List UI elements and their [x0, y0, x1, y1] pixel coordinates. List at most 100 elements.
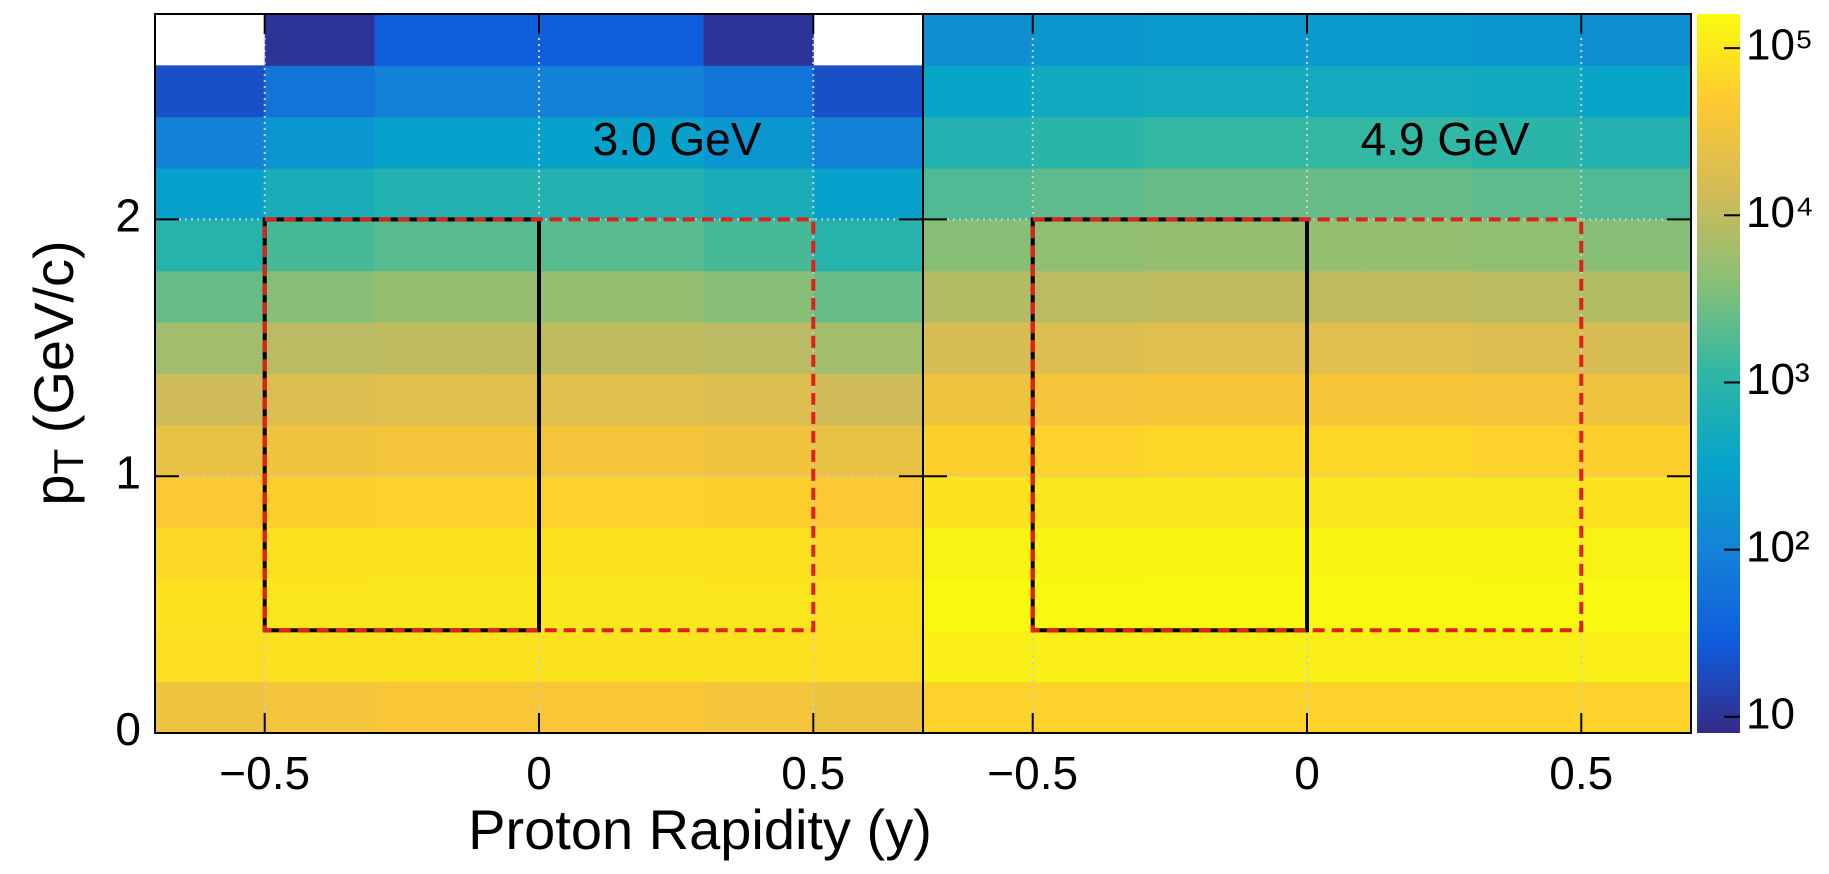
heatmap-cell [155, 270, 266, 323]
heatmap-cell [703, 527, 814, 580]
heatmap-cell [923, 219, 1034, 272]
heatmap-cell [813, 476, 924, 529]
heatmap-cell [813, 219, 924, 272]
heatmap-cell [374, 373, 485, 426]
heatmap-cell [1581, 219, 1692, 272]
heatmap-cell [484, 116, 595, 169]
heatmap-cell [593, 681, 705, 734]
heatmap-cell [1032, 322, 1143, 374]
heatmap-cell [264, 270, 375, 323]
heatmap-cell [593, 65, 705, 118]
heatmap-cell [1361, 14, 1473, 66]
heatmap-cell [155, 578, 266, 631]
heatmap-cell [1142, 14, 1253, 66]
heatmap-cell [264, 424, 375, 477]
heatmap-cell [1471, 476, 1582, 529]
heatmap-cell [703, 373, 814, 426]
heatmap-cell [264, 116, 375, 169]
heatmap-cell [1471, 65, 1582, 118]
heatmap-cell [1361, 527, 1473, 580]
x-tick-label: 0.5 [781, 747, 845, 799]
colorbar-tick-label: 10² [1746, 522, 1810, 571]
x-tick-label: 0 [526, 747, 552, 799]
heatmap-cell [374, 630, 485, 683]
heatmap-cell [1032, 373, 1143, 426]
heatmap-cell [593, 578, 705, 631]
heatmap-cell [813, 65, 924, 118]
colorbar-tick-label: 10³ [1746, 355, 1810, 404]
colorbar-tick-label: 10⁵ [1746, 21, 1813, 70]
heatmap-cell [1032, 630, 1143, 683]
heatmap-cell [1361, 630, 1473, 683]
heatmap-cell [923, 270, 1034, 323]
heatmap-cell [1581, 270, 1692, 323]
heatmap-cell [1471, 14, 1582, 66]
heatmap-cell [1361, 424, 1473, 477]
heatmap-cell [1142, 527, 1253, 580]
heatmap-cell [155, 476, 266, 529]
heatmap-cell [1361, 219, 1473, 272]
heatmap-cell [374, 168, 485, 220]
heatmap-cell [374, 14, 485, 66]
heatmap-cell [264, 630, 375, 683]
heatmap-cell [1142, 476, 1253, 529]
heatmap-cell [264, 681, 375, 734]
heatmap-cell [374, 681, 485, 734]
heatmap-cell [1252, 116, 1363, 169]
heatmap-cell [703, 14, 814, 66]
y-tick-label: 0 [115, 703, 141, 755]
heatmap-cell [923, 116, 1034, 169]
heatmap-cell [1471, 681, 1582, 734]
heatmap-cell [1581, 681, 1692, 734]
colorbar-tick-label: 10 [1746, 689, 1795, 738]
heatmap-cell [155, 219, 266, 272]
heatmap-cell [1471, 116, 1582, 169]
heatmap-cell [264, 65, 375, 118]
heatmap-cell [593, 373, 705, 426]
heatmap-cell [1471, 322, 1582, 374]
heatmap-cell [374, 476, 485, 529]
heatmap-cell [155, 168, 266, 220]
heatmap-cell [1361, 322, 1473, 374]
heatmap-cell [593, 527, 705, 580]
heatmap-cell [593, 116, 705, 169]
heatmap-cell [1032, 527, 1143, 580]
heatmap-cell [923, 424, 1034, 477]
heatmap-cell [155, 424, 266, 477]
heatmap-cell [1361, 116, 1473, 169]
x-axis-title: Proton Rapidity (y) [468, 798, 932, 861]
heatmap-cell [1361, 373, 1473, 426]
heatmap-cell [1032, 681, 1143, 734]
heatmap-cell [1361, 65, 1473, 118]
heatmap-cell [813, 373, 924, 426]
heatmap-cell [1581, 168, 1692, 220]
heatmap-cell [484, 65, 595, 118]
heatmap-cell [1032, 219, 1143, 272]
heatmap-cell [923, 578, 1034, 631]
colorbar-tick-label: 10⁴ [1746, 188, 1814, 237]
heatmap-cell [1142, 322, 1253, 374]
panel-title: 4.9 GeV [1361, 113, 1530, 165]
heatmap-cell [703, 168, 814, 220]
colorbar [1697, 14, 1740, 733]
heatmap-cell [1032, 116, 1143, 169]
heatmap-cell [1142, 168, 1253, 220]
heatmap-cell [1142, 578, 1253, 631]
heatmap-cell [264, 373, 375, 426]
y-axis-title: pT (GeV/c) [22, 240, 92, 505]
heatmap-cell [593, 14, 705, 66]
heatmap-cell [813, 630, 924, 683]
heatmap-cell [923, 630, 1034, 683]
heatmap-cell [1581, 476, 1692, 529]
heatmap-cell [1142, 630, 1253, 683]
heatmap-cell [155, 681, 266, 734]
heatmap-cell [703, 219, 814, 272]
heatmap-cell [264, 476, 375, 529]
heatmap-cell [1361, 578, 1473, 631]
heatmap-cell [1252, 65, 1363, 118]
heatmap-cell [923, 322, 1034, 374]
heatmap-cell [593, 630, 705, 683]
heatmap-cell [264, 527, 375, 580]
heatmap-cell [593, 424, 705, 477]
